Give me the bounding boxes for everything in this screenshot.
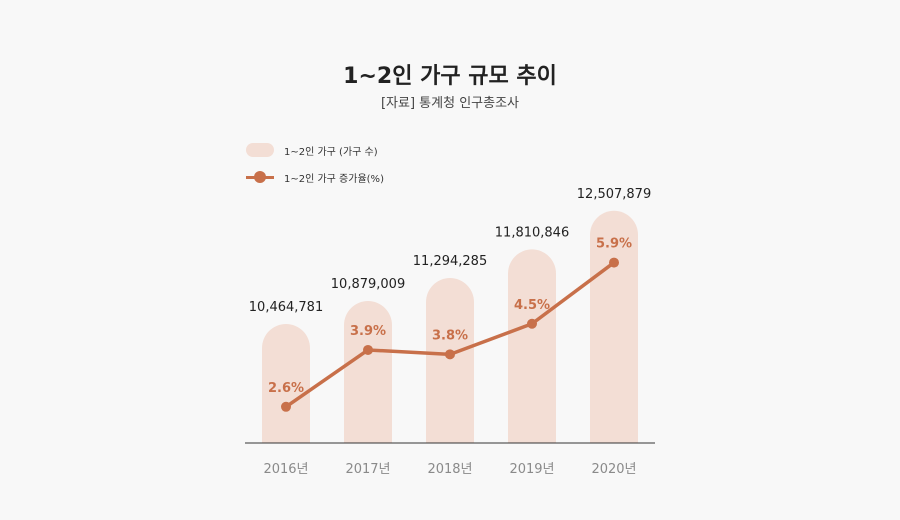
bar-2016년 xyxy=(262,324,310,443)
x-tick-label: 2019년 xyxy=(509,462,554,477)
growth-rate-point xyxy=(281,401,291,412)
legend-item-growth-rate: 1~2인 가구 증가율(%) xyxy=(246,169,384,185)
x-tick-label: 2016년 xyxy=(263,462,308,477)
x-tick-label: 2020년 xyxy=(591,462,636,477)
legend-line-swatch xyxy=(246,170,274,184)
x-tick-label: 2017년 xyxy=(345,462,390,477)
legend-label-households: 1~2인 가구 (가구 수) xyxy=(284,146,378,158)
bar-value-label: 11,294,285 xyxy=(413,254,487,269)
growth-rate-point xyxy=(363,344,373,355)
growth-rate-label: 3.8% xyxy=(432,328,468,343)
growth-rate-label: 3.9% xyxy=(350,324,386,339)
bar-2017년 xyxy=(344,301,392,443)
bar-value-label: 12,507,879 xyxy=(577,187,651,202)
legend-item-households: 1~2인 가구 (가구 수) xyxy=(246,142,378,158)
growth-rate-point xyxy=(527,318,537,329)
growth-rate-label: 2.6% xyxy=(268,381,304,396)
growth-rate-point xyxy=(445,349,455,360)
growth-rate-label: 4.5% xyxy=(514,298,550,313)
chart-title: 1~2인 가구 규모 추이 xyxy=(343,64,557,89)
growth-rate-point xyxy=(609,257,619,268)
legend-label-growth-rate: 1~2인 가구 증가율(%) xyxy=(284,173,384,185)
bar-value-label: 10,879,009 xyxy=(331,277,405,292)
bar-2020년 xyxy=(590,210,638,443)
bar-value-label: 11,810,846 xyxy=(495,225,569,240)
bar-value-label: 10,464,781 xyxy=(249,300,323,315)
bar-2019년 xyxy=(508,249,556,443)
growth-rate-label: 5.9% xyxy=(596,237,632,252)
x-tick-label: 2018년 xyxy=(427,462,472,477)
bar-2018년 xyxy=(426,278,474,443)
chart-subtitle: [자료] 통계청 인구총조사 xyxy=(380,96,519,111)
legend-bar-swatch xyxy=(246,143,274,157)
